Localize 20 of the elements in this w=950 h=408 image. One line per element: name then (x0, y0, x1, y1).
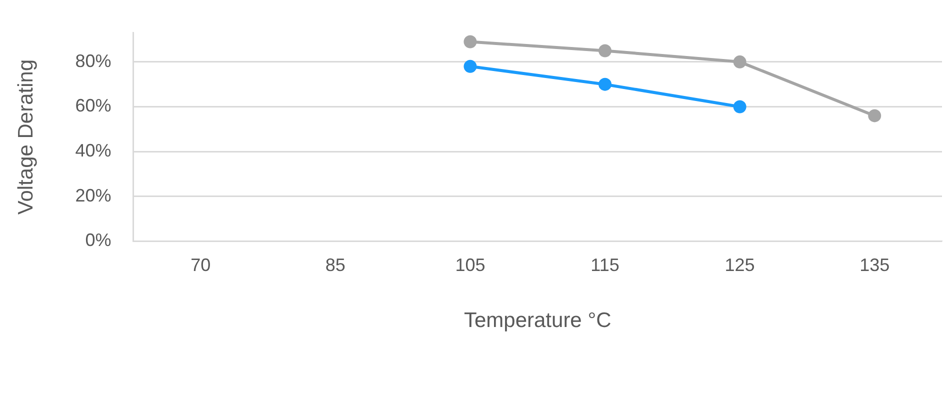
point (464, 35, 477, 48)
x-tick-label: 125 (724, 254, 755, 275)
point (464, 60, 477, 73)
point (868, 109, 882, 122)
y-tick-label: 0% (85, 230, 112, 250)
x-tick-label: 135 (860, 254, 890, 275)
y-axis-title: Voltage Derating (14, 59, 38, 215)
y-tick-label: 60% (75, 96, 112, 116)
x-axis-title: Temperature °C (464, 309, 612, 332)
point (598, 78, 612, 91)
point (733, 55, 746, 68)
x-tick-label: 70 (190, 254, 211, 275)
point (733, 100, 746, 114)
y-tick-label: 20% (75, 185, 112, 206)
x-tick-label: 115 (590, 254, 620, 275)
x-tick-label: 85 (325, 254, 346, 275)
y-tick-label: 40% (75, 140, 112, 161)
x-tick-label: 105 (455, 254, 486, 275)
point (598, 44, 612, 58)
y-tick-label: 80% (75, 50, 112, 71)
